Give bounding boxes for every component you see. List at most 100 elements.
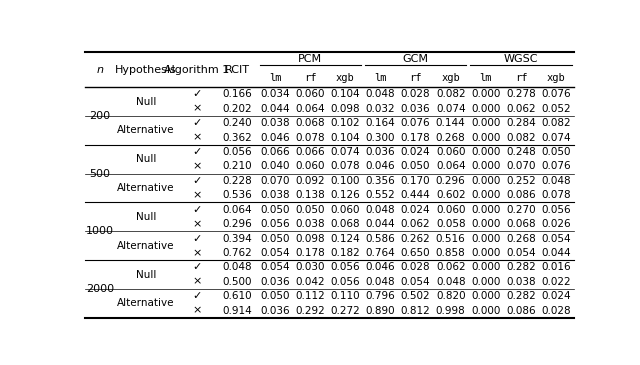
Text: Alternative: Alternative: [117, 241, 175, 251]
Text: 0.048: 0.048: [223, 262, 252, 272]
Text: 0.252: 0.252: [506, 176, 536, 186]
Text: 0.048: 0.048: [541, 176, 571, 186]
Text: 0.282: 0.282: [506, 262, 536, 272]
Text: 0.046: 0.046: [365, 262, 396, 272]
Text: 0.228: 0.228: [223, 176, 252, 186]
Text: 0.062: 0.062: [436, 262, 465, 272]
Text: 0.038: 0.038: [296, 219, 325, 229]
Text: 200: 200: [89, 111, 110, 121]
Text: 0.112: 0.112: [296, 291, 325, 301]
Text: 0.000: 0.000: [471, 277, 500, 287]
Text: 0.024: 0.024: [401, 147, 431, 157]
Text: 0.026: 0.026: [541, 219, 571, 229]
Text: 0.022: 0.022: [541, 277, 571, 287]
Text: Alternative: Alternative: [117, 183, 175, 193]
Text: 0.262: 0.262: [401, 234, 431, 243]
Text: 0.202: 0.202: [223, 104, 252, 114]
Text: ×: ×: [192, 190, 202, 200]
Text: 0.076: 0.076: [401, 118, 431, 128]
Text: 0.068: 0.068: [506, 219, 536, 229]
Text: 0.240: 0.240: [223, 118, 252, 128]
Text: Null: Null: [136, 154, 156, 164]
Text: 0.362: 0.362: [223, 132, 252, 143]
Text: lm: lm: [269, 73, 282, 83]
Text: 0.000: 0.000: [471, 234, 500, 243]
Text: 1000: 1000: [86, 226, 114, 236]
Text: 0.268: 0.268: [436, 132, 465, 143]
Text: ✓: ✓: [192, 205, 202, 215]
Text: 0.054: 0.054: [541, 234, 571, 243]
Text: 0.070: 0.070: [260, 176, 290, 186]
Text: 0.054: 0.054: [260, 262, 290, 272]
Text: 0.050: 0.050: [296, 205, 325, 215]
Text: 0.050: 0.050: [401, 161, 430, 172]
Text: 0.048: 0.048: [365, 205, 396, 215]
Text: 0.082: 0.082: [506, 132, 536, 143]
Text: 0.054: 0.054: [506, 248, 536, 258]
Text: ✓: ✓: [192, 89, 202, 99]
Text: 0.074: 0.074: [331, 147, 360, 157]
Text: 0.110: 0.110: [331, 291, 360, 301]
Text: 0.210: 0.210: [223, 161, 252, 172]
Text: 0.016: 0.016: [541, 262, 571, 272]
Text: 0.076: 0.076: [541, 161, 571, 172]
Text: ×: ×: [192, 104, 202, 114]
Text: 0.166: 0.166: [223, 89, 252, 99]
Text: Alternative: Alternative: [117, 125, 175, 135]
Text: 0.074: 0.074: [436, 104, 465, 114]
Text: 0.036: 0.036: [260, 306, 290, 316]
Text: 0.292: 0.292: [296, 306, 325, 316]
Text: 0.536: 0.536: [223, 190, 252, 200]
Text: 0.104: 0.104: [331, 89, 360, 99]
Text: 0.502: 0.502: [401, 291, 431, 301]
Text: 500: 500: [90, 169, 110, 178]
Text: 0.056: 0.056: [260, 219, 290, 229]
Text: 0.356: 0.356: [365, 176, 396, 186]
Text: 0.000: 0.000: [471, 219, 500, 229]
Text: 0.048: 0.048: [436, 277, 465, 287]
Text: 0.086: 0.086: [506, 190, 536, 200]
Text: ✓: ✓: [192, 262, 202, 272]
Text: 0.086: 0.086: [506, 306, 536, 316]
Text: 0.056: 0.056: [331, 277, 360, 287]
Text: ✓: ✓: [192, 118, 202, 128]
Text: 0.000: 0.000: [471, 104, 500, 114]
Text: 0.000: 0.000: [471, 306, 500, 316]
Text: 0.178: 0.178: [296, 248, 325, 258]
Text: 0.056: 0.056: [223, 147, 252, 157]
Text: Null: Null: [136, 212, 156, 222]
Text: rf: rf: [410, 73, 422, 83]
Text: 0.060: 0.060: [436, 147, 465, 157]
Text: 0.054: 0.054: [260, 248, 290, 258]
Text: ✓: ✓: [192, 147, 202, 157]
Text: 0.282: 0.282: [506, 291, 536, 301]
Text: 0.060: 0.060: [331, 205, 360, 215]
Text: rf: rf: [304, 73, 317, 83]
Text: 0.000: 0.000: [471, 205, 500, 215]
Text: 0.024: 0.024: [541, 291, 571, 301]
Text: 0.178: 0.178: [401, 132, 431, 143]
Text: rf: rf: [515, 73, 527, 83]
Text: 0.052: 0.052: [541, 104, 571, 114]
Text: Hypothesis: Hypothesis: [115, 65, 177, 75]
Text: n: n: [96, 65, 103, 75]
Text: Algorithm 1: Algorithm 1: [164, 65, 230, 75]
Text: 0.500: 0.500: [223, 277, 252, 287]
Text: 0.050: 0.050: [260, 234, 290, 243]
Text: 0.046: 0.046: [365, 161, 396, 172]
Text: 0.040: 0.040: [260, 161, 290, 172]
Text: 0.028: 0.028: [401, 262, 431, 272]
Text: 0.036: 0.036: [401, 104, 431, 114]
Text: 0.048: 0.048: [365, 89, 396, 99]
Text: 0.104: 0.104: [331, 132, 360, 143]
Text: 0.268: 0.268: [506, 234, 536, 243]
Text: 0.144: 0.144: [436, 118, 465, 128]
Text: 0.000: 0.000: [471, 248, 500, 258]
Text: 0.796: 0.796: [365, 291, 396, 301]
Text: 0.248: 0.248: [506, 147, 536, 157]
Text: xgb: xgb: [442, 73, 460, 83]
Text: RCIT: RCIT: [225, 65, 250, 75]
Text: 0.076: 0.076: [541, 89, 571, 99]
Text: GCM: GCM: [403, 54, 429, 64]
Text: ×: ×: [192, 161, 202, 172]
